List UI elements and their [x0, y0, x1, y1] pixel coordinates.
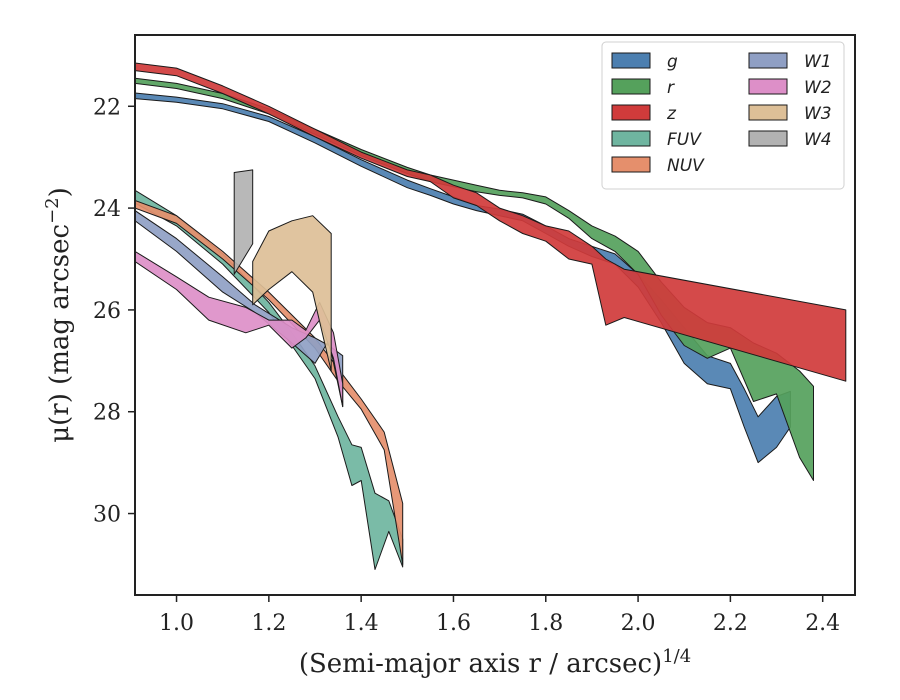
x-tick-label: 1.0	[159, 611, 194, 636]
series-areas	[135, 62, 847, 570]
legend-label-w4: W4	[804, 130, 832, 150]
legend-swatch-g	[611, 52, 651, 69]
legend-label-g: g	[667, 52, 678, 72]
series-band-nuv	[135, 200, 404, 565]
legend-label-nuv: NUV	[667, 156, 705, 176]
x-tick-label: 1.2	[251, 611, 286, 636]
y-tick-label: 22	[93, 95, 121, 120]
legend-swatch-nuv	[611, 156, 651, 173]
legend-label-fuv: FUV	[667, 130, 702, 150]
x-tick-label: 1.8	[528, 611, 563, 636]
legend-swatch-w3	[748, 104, 788, 121]
legend-label-r: r	[667, 78, 675, 98]
x-tick-label: 2.4	[805, 611, 840, 636]
y-tick-label: 30	[93, 503, 121, 528]
x-tick-label: 1.6	[436, 611, 471, 636]
legend-swatch-w1	[748, 52, 788, 69]
x-tick-label: 1.4	[344, 611, 379, 636]
legend-swatch-r	[611, 78, 651, 95]
x-axis-label: (Semi-major axis r / arcsec)1/4	[299, 646, 691, 679]
series-band-w3	[252, 215, 332, 372]
series-band-z	[135, 62, 847, 382]
y-tick-label: 26	[93, 299, 121, 324]
legend-label-w1: W1	[804, 52, 832, 72]
legend-swatch-w2	[748, 78, 788, 95]
legend-swatch-w4	[748, 130, 788, 147]
series-band-w2	[135, 250, 344, 408]
legend-swatch-z	[611, 104, 651, 121]
plot-frame	[134, 34, 856, 596]
y-tick-label: 28	[93, 401, 121, 426]
y-axis-label: μ(r) (mag arcsec−2)	[42, 187, 75, 443]
axis-ticks: 1.0 1.2 1.4 1.6 1.8 2.0 2.2 2.4 22 24 26 28 30	[93, 95, 840, 636]
legend-swatch-fuv	[611, 130, 651, 147]
legend-label-w2: W2	[804, 78, 832, 98]
legend-label-w3: W3	[804, 104, 832, 124]
x-tick-label: 2.2	[713, 611, 748, 636]
legend: grz FUV NUV W1 W2 W3 W4	[601, 41, 845, 190]
y-tick-label: 24	[93, 197, 121, 222]
x-tick-label: 2.0	[621, 611, 656, 636]
series-band-w4	[233, 169, 254, 275]
legend-label-z: z	[666, 104, 677, 124]
